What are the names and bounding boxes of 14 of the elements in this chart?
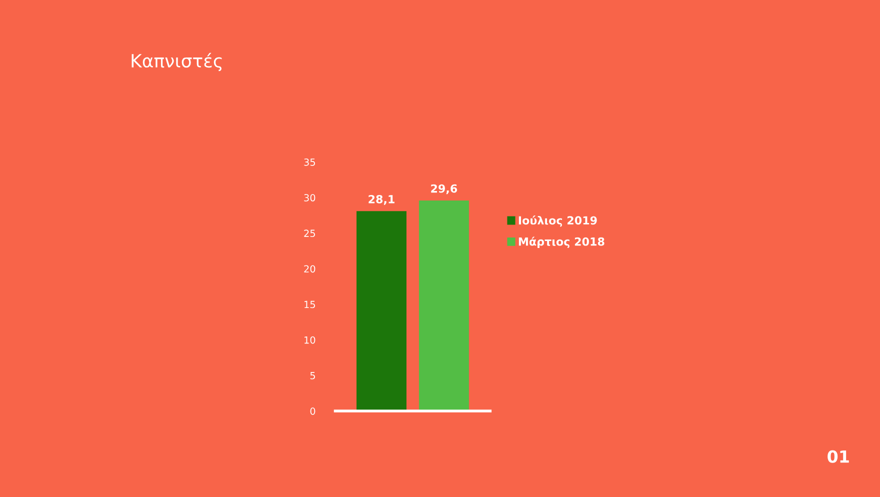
data-label: 29,6 [431,184,458,194]
y-tick-label: 25 [304,230,315,237]
y-tick-label: 5 [310,372,315,380]
y-tick-label: 20 [304,265,316,273]
y-tick-label: 15 [304,300,315,308]
y-tick-label: 30 [304,194,316,202]
y-tick-label: 10 [304,336,316,344]
y-tick-label: 35 [304,158,315,166]
text: Καπνιστές [132,52,222,72]
legend-label: Μάρτιος 2018 [518,236,604,248]
text: 01 [828,450,849,463]
legend-label: Ιούλιος 2019 [518,216,597,227]
y-tick-label: 0 [310,407,316,415]
data-label: 28,1 [368,194,394,205]
